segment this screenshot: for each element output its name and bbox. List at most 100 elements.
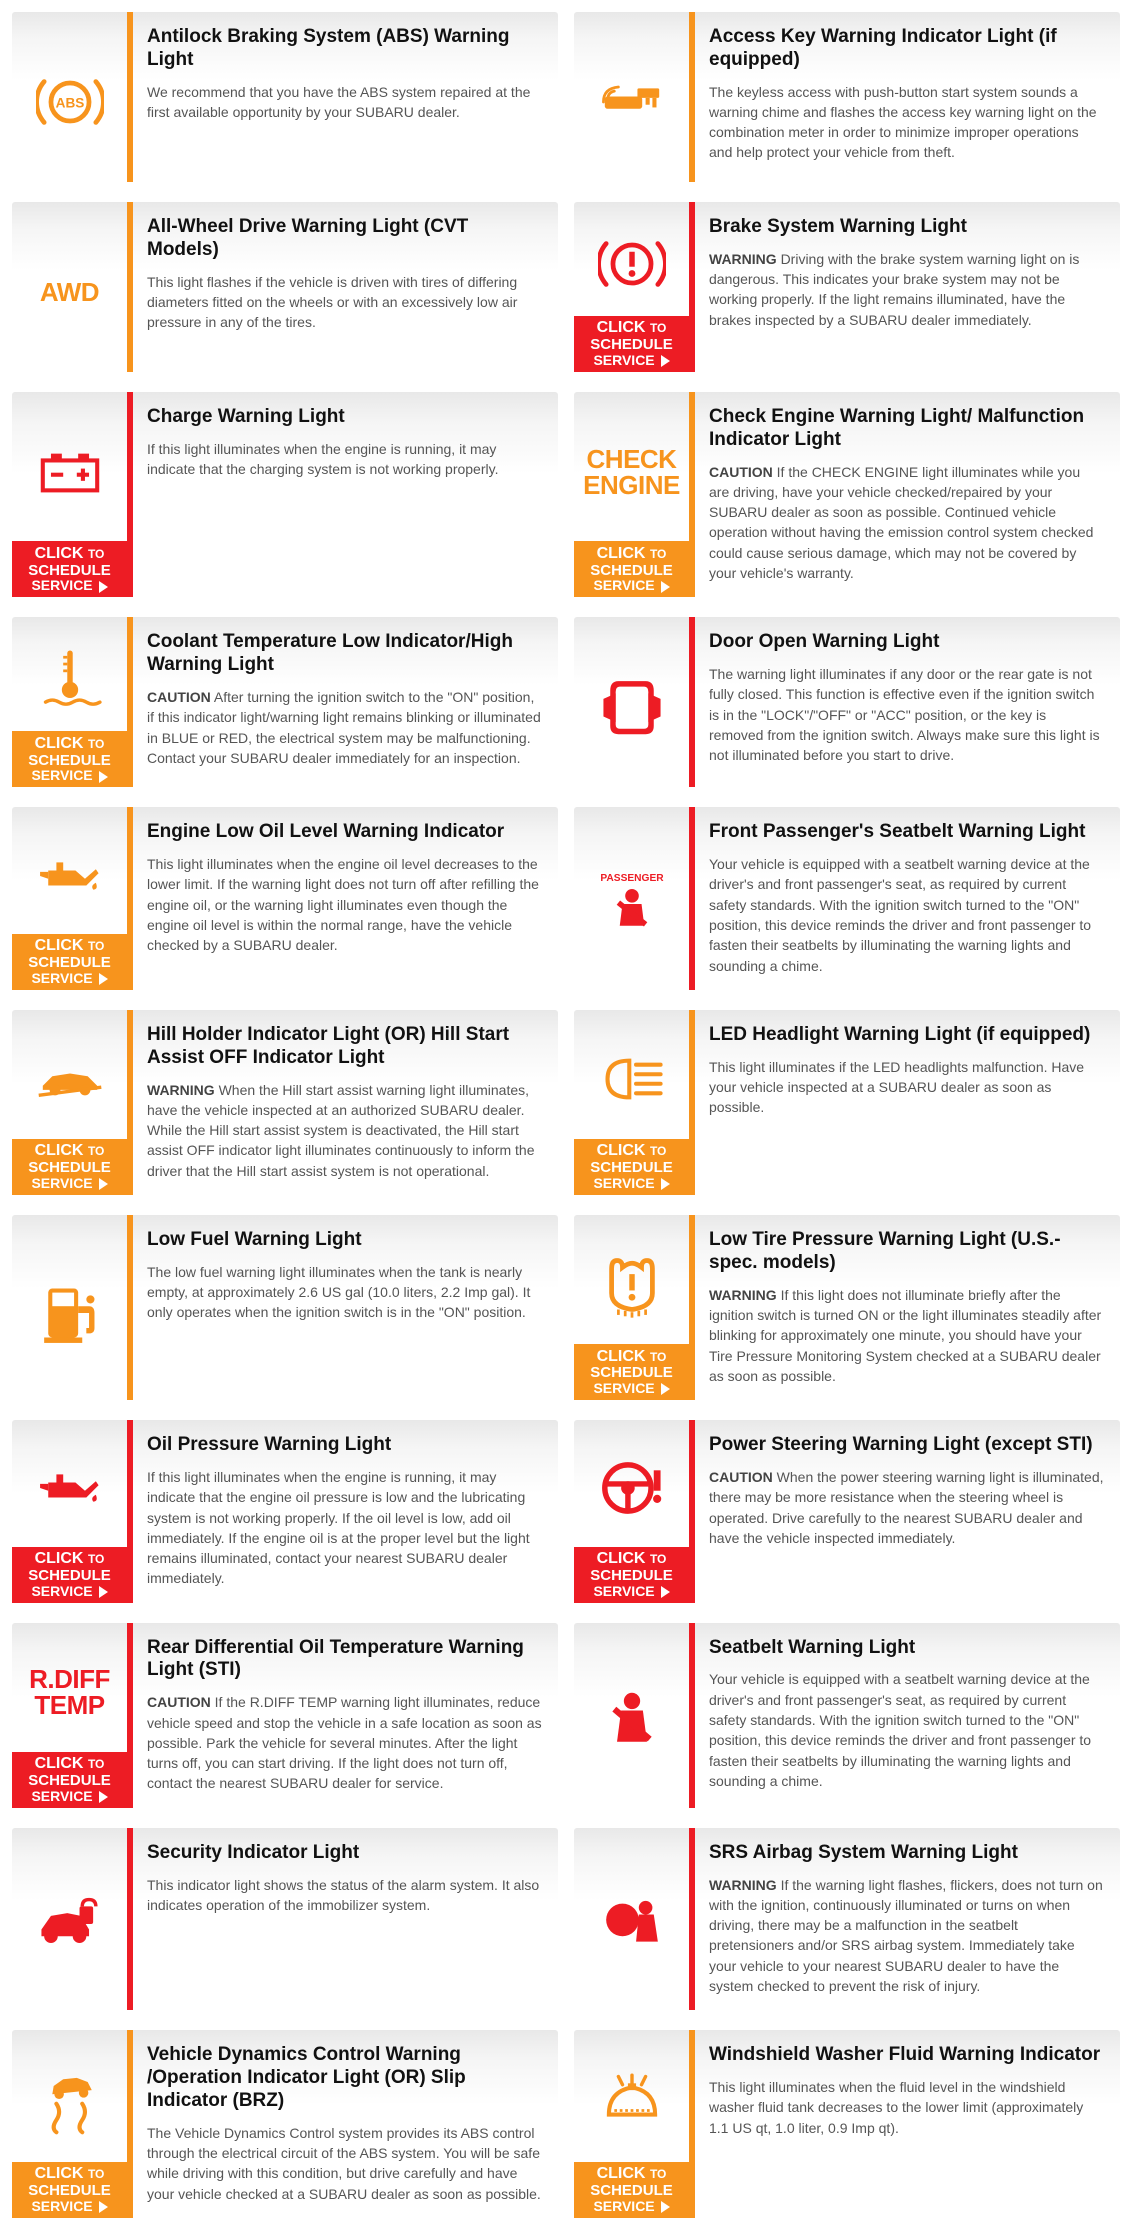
card-content: Antilock Braking System (ABS) Warning Li… [133, 12, 558, 182]
cta-schedule: SCHEDULE [28, 1773, 111, 1789]
warning-card: Low Fuel Warning Light The low fuel warni… [12, 1215, 558, 1400]
cta-schedule: SCHEDULE [28, 2183, 111, 2199]
cta-to: TO [650, 1144, 666, 1158]
card-description: This light illuminates when the engine o… [147, 854, 542, 955]
warning-prefix: WARNING [147, 1082, 215, 1098]
card-content: Low Fuel Warning Light The low fuel warni… [133, 1215, 558, 1400]
play-icon [661, 1383, 670, 1395]
schedule-service-button[interactable]: CLICK TOSCHEDULESERVICE [574, 2162, 689, 2218]
cta-schedule: SCHEDULE [28, 753, 111, 769]
schedule-service-button[interactable]: CLICK TOSCHEDULESERVICE [12, 541, 127, 597]
card-title: Low Tire Pressure Warning Light (U.S.-sp… [709, 1229, 1104, 1275]
brake-icon [574, 202, 689, 316]
cta-to: TO [650, 1552, 666, 1566]
cta-schedule: SCHEDULE [28, 1160, 111, 1176]
cta-click: CLICK [35, 2165, 84, 2182]
cta-service: SERVICE [593, 1380, 654, 1396]
play-icon [99, 1178, 108, 1190]
card-description: Your vehicle is equipped with a seatbelt… [709, 854, 1104, 976]
tire-icon [574, 1215, 689, 1344]
card-description: The warning light illuminates if any doo… [709, 664, 1104, 765]
icon-column: CLICK TOSCHEDULESERVICE [12, 617, 127, 787]
warning-card: Door Open Warning LightThe warning light… [574, 617, 1120, 787]
card-content: Vehicle Dynamics Control Warning /Operat… [133, 2030, 558, 2218]
cta-schedule: SCHEDULE [28, 955, 111, 971]
card-description: This indicator light shows the status of… [147, 1875, 542, 1916]
svg-text:ABS: ABS [55, 95, 84, 110]
cta-service: SERVICE [31, 1788, 92, 1804]
schedule-service-button[interactable]: CLICK TOSCHEDULESERVICE [574, 1547, 689, 1603]
warning-card: CLICK TOSCHEDULESERVICE Vehicle Dynamics… [12, 2030, 558, 2218]
play-icon [99, 581, 108, 593]
cta-service: SERVICE [593, 1175, 654, 1191]
card-description: WARNING Driving with the brake system wa… [709, 249, 1104, 330]
card-title: Windshield Washer Fluid Warning Indicato… [709, 2044, 1104, 2067]
cta-schedule: SCHEDULE [590, 337, 673, 353]
cta-schedule: SCHEDULE [590, 1160, 673, 1176]
card-content: Charge Warning Light If this light illumi… [133, 392, 558, 597]
card-description: WARNING When the Hill start assist warni… [147, 1080, 542, 1181]
card-title: Front Passenger's Seatbelt Warning Light [709, 821, 1104, 844]
card-title: Antilock Braking System (ABS) Warning Li… [147, 26, 542, 72]
icon-column: CLICK TOSCHEDULESERVICE [12, 807, 127, 990]
schedule-service-button[interactable]: CLICK TOSCHEDULESERVICE [12, 1139, 127, 1195]
icon-column: AWD [12, 202, 127, 372]
card-content: Low Tire Pressure Warning Light (U.S.-sp… [695, 1215, 1120, 1400]
schedule-service-button[interactable]: CLICK TOSCHEDULESERVICE [12, 1752, 127, 1808]
card-description: The low fuel warning light illuminates w… [147, 1262, 542, 1323]
card-desc-text: This light illuminates if the LED headli… [709, 1059, 1084, 1116]
card-title: Oil Pressure Warning Light [147, 1434, 542, 1457]
card-description: The Vehicle Dynamics Control system prov… [147, 2123, 542, 2204]
schedule-service-button[interactable]: CLICK TOSCHEDULESERVICE [574, 316, 689, 372]
warning-card: CLICK TOSCHEDULESERVICE Low Tire Pressur… [574, 1215, 1120, 1400]
card-title: Charge Warning Light [147, 406, 542, 429]
warning-prefix: CAUTION [147, 689, 211, 705]
warning-card: CLICK TOSCHEDULESERVICE Hill Holder Indi… [12, 1010, 558, 1195]
warning-card: CLICK TOSCHEDULESERVICE LED Headlight Wa… [574, 1010, 1120, 1195]
cta-to: TO [88, 1144, 104, 1158]
card-content: Front Passenger's Seatbelt Warning Light… [695, 807, 1120, 990]
warning-card: R.DIFFTEMPCLICK TOSCHEDULESERVICE Rear D… [12, 1623, 558, 1808]
icon-column [574, 1623, 689, 1808]
card-content: SRS Airbag System Warning LightWARNING I… [695, 1828, 1120, 2011]
card-desc-text: We recommend that you have the ABS syste… [147, 84, 530, 120]
cta-schedule: SCHEDULE [590, 1568, 673, 1584]
cta-service: SERVICE [31, 1583, 92, 1599]
schedule-service-button[interactable]: CLICK TOSCHEDULESERVICE [574, 1139, 689, 1195]
schedule-service-button[interactable]: CLICK TOSCHEDULESERVICE [12, 2162, 127, 2218]
icon-column: CHECKENGINECLICK TOSCHEDULESERVICE [574, 392, 689, 597]
play-icon [661, 2201, 670, 2213]
schedule-service-button[interactable]: CLICK TOSCHEDULESERVICE [574, 1344, 689, 1400]
card-title: Low Fuel Warning Light [147, 1229, 542, 1252]
card-description: If this light illuminates when the engin… [147, 439, 542, 480]
play-icon [99, 973, 108, 985]
schedule-service-button[interactable]: CLICK TOSCHEDULESERVICE [12, 1547, 127, 1603]
schedule-service-button[interactable]: CLICK TOSCHEDULESERVICE [12, 934, 127, 990]
card-title: Access Key Warning Indicator Light (if e… [709, 26, 1104, 72]
cta-to: TO [88, 1552, 104, 1566]
play-icon [99, 1791, 108, 1803]
icon-column: CLICK TOSCHEDULESERVICE [12, 2030, 127, 2218]
card-description: This light illuminates if the LED headli… [709, 1057, 1104, 1118]
play-icon [99, 2201, 108, 2213]
cta-service: SERVICE [31, 577, 92, 593]
cta-to: TO [650, 2167, 666, 2181]
card-content: All-Wheel Drive Warning Light (CVT Model… [133, 202, 558, 372]
cta-click: CLICK [597, 1348, 646, 1365]
cta-service: SERVICE [31, 1175, 92, 1191]
cta-to: TO [650, 547, 666, 561]
cta-to: TO [88, 737, 104, 751]
card-content: Brake System Warning LightWARNING Drivin… [695, 202, 1120, 372]
check-icon: CHECKENGINE [574, 392, 689, 541]
schedule-service-button[interactable]: CLICK TOSCHEDULESERVICE [574, 541, 689, 597]
schedule-service-button[interactable]: CLICK TOSCHEDULESERVICE [12, 731, 127, 787]
warning-card: CLICK TOSCHEDULESERVICE Brake System War… [574, 202, 1120, 372]
rdiff-icon: R.DIFFTEMP [12, 1623, 127, 1752]
warning-card: CHECKENGINECLICK TOSCHEDULESERVICE Check… [574, 392, 1120, 597]
warning-card: PASSENGERFront Passenger's Seatbelt Warn… [574, 807, 1120, 990]
warning-prefix: WARNING [709, 251, 777, 267]
card-desc-text: If the CHECK ENGINE light illuminates wh… [709, 464, 1093, 581]
card-description: WARNING If this light does not illuminat… [709, 1285, 1104, 1386]
card-title: Vehicle Dynamics Control Warning /Operat… [147, 2044, 542, 2112]
cta-click: CLICK [35, 1755, 84, 1772]
